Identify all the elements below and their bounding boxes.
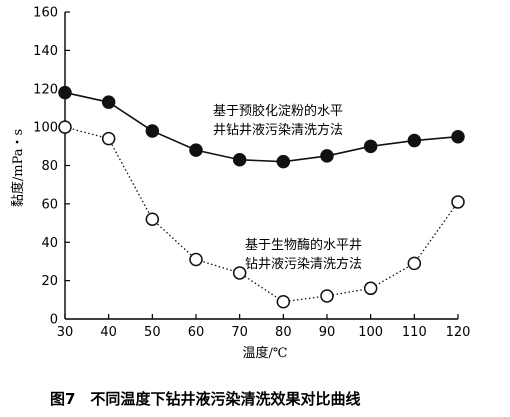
x-tick-label: 40 — [100, 325, 117, 340]
x-axis-ticks: 30 40 50 60 70 80 90 100 110 120 — [57, 314, 471, 340]
y-tick-label: 100 — [33, 121, 58, 136]
series-2-point — [189, 252, 203, 267]
series-1-point — [232, 152, 247, 167]
series-2-point — [363, 281, 378, 296]
series-1-point — [276, 154, 291, 169]
y-tick-label: 0 — [50, 313, 58, 328]
series-1-point — [451, 129, 465, 144]
series-1-point — [320, 149, 334, 163]
x-tick-label: 120 — [446, 325, 471, 340]
series-2-label-line-1: 基于生物酶的水平井 — [245, 237, 362, 253]
series-2-label-line-2: 钻井液污染清洗方法 — [245, 256, 362, 272]
series-1-point — [407, 133, 422, 148]
series-1 — [58, 85, 465, 169]
figure-caption: 图7 不同温度下钻井液污染清洗效果对比曲线 — [50, 390, 360, 408]
series-2-point — [232, 266, 247, 280]
x-tick-label: 110 — [402, 325, 427, 340]
series-2 — [58, 120, 465, 309]
series-2-point — [101, 131, 116, 146]
x-axis-label: 温度/℃ — [243, 345, 288, 361]
series-2-point — [407, 256, 422, 271]
series-2-point — [58, 120, 72, 134]
y-axis-ticks: 0 20 40 60 80 100 120 140 160 — [33, 6, 70, 328]
plot-area — [58, 85, 465, 309]
series-1-label-line-1: 基于预胶化淀粉的水平 — [213, 103, 343, 119]
y-tick-label: 80 — [41, 159, 58, 174]
x-tick-label: 60 — [188, 325, 205, 340]
y-axis-label: 黏度/mPa・s — [10, 129, 26, 207]
y-tick-label: 40 — [41, 236, 58, 251]
series-1-point — [58, 85, 72, 100]
y-tick-label: 140 — [33, 44, 58, 59]
x-tick-label: 50 — [144, 325, 161, 340]
series-2-line — [64, 126, 459, 303]
series-2-point — [451, 195, 465, 209]
x-tick-label: 100 — [358, 325, 383, 340]
series-1-point — [189, 143, 203, 157]
y-tick-label: 60 — [41, 197, 58, 212]
series-2-point — [145, 212, 160, 226]
x-tick-label: 90 — [319, 325, 336, 340]
series-1-point — [363, 139, 378, 154]
y-tick-label: 20 — [41, 274, 58, 289]
y-tick-label: 160 — [33, 6, 58, 21]
series-1-line — [64, 91, 459, 163]
x-tick-label: 70 — [231, 325, 248, 340]
x-tick-label: 30 — [57, 325, 74, 340]
series-2-point — [320, 289, 334, 303]
series-1-label-line-2: 井钻井液污染清洗方法 — [213, 122, 343, 138]
series-2-point — [276, 294, 291, 309]
series-1-point — [145, 124, 160, 138]
x-tick-label: 80 — [275, 325, 292, 340]
y-tick-label: 120 — [33, 82, 58, 97]
series-1-point — [101, 95, 116, 109]
